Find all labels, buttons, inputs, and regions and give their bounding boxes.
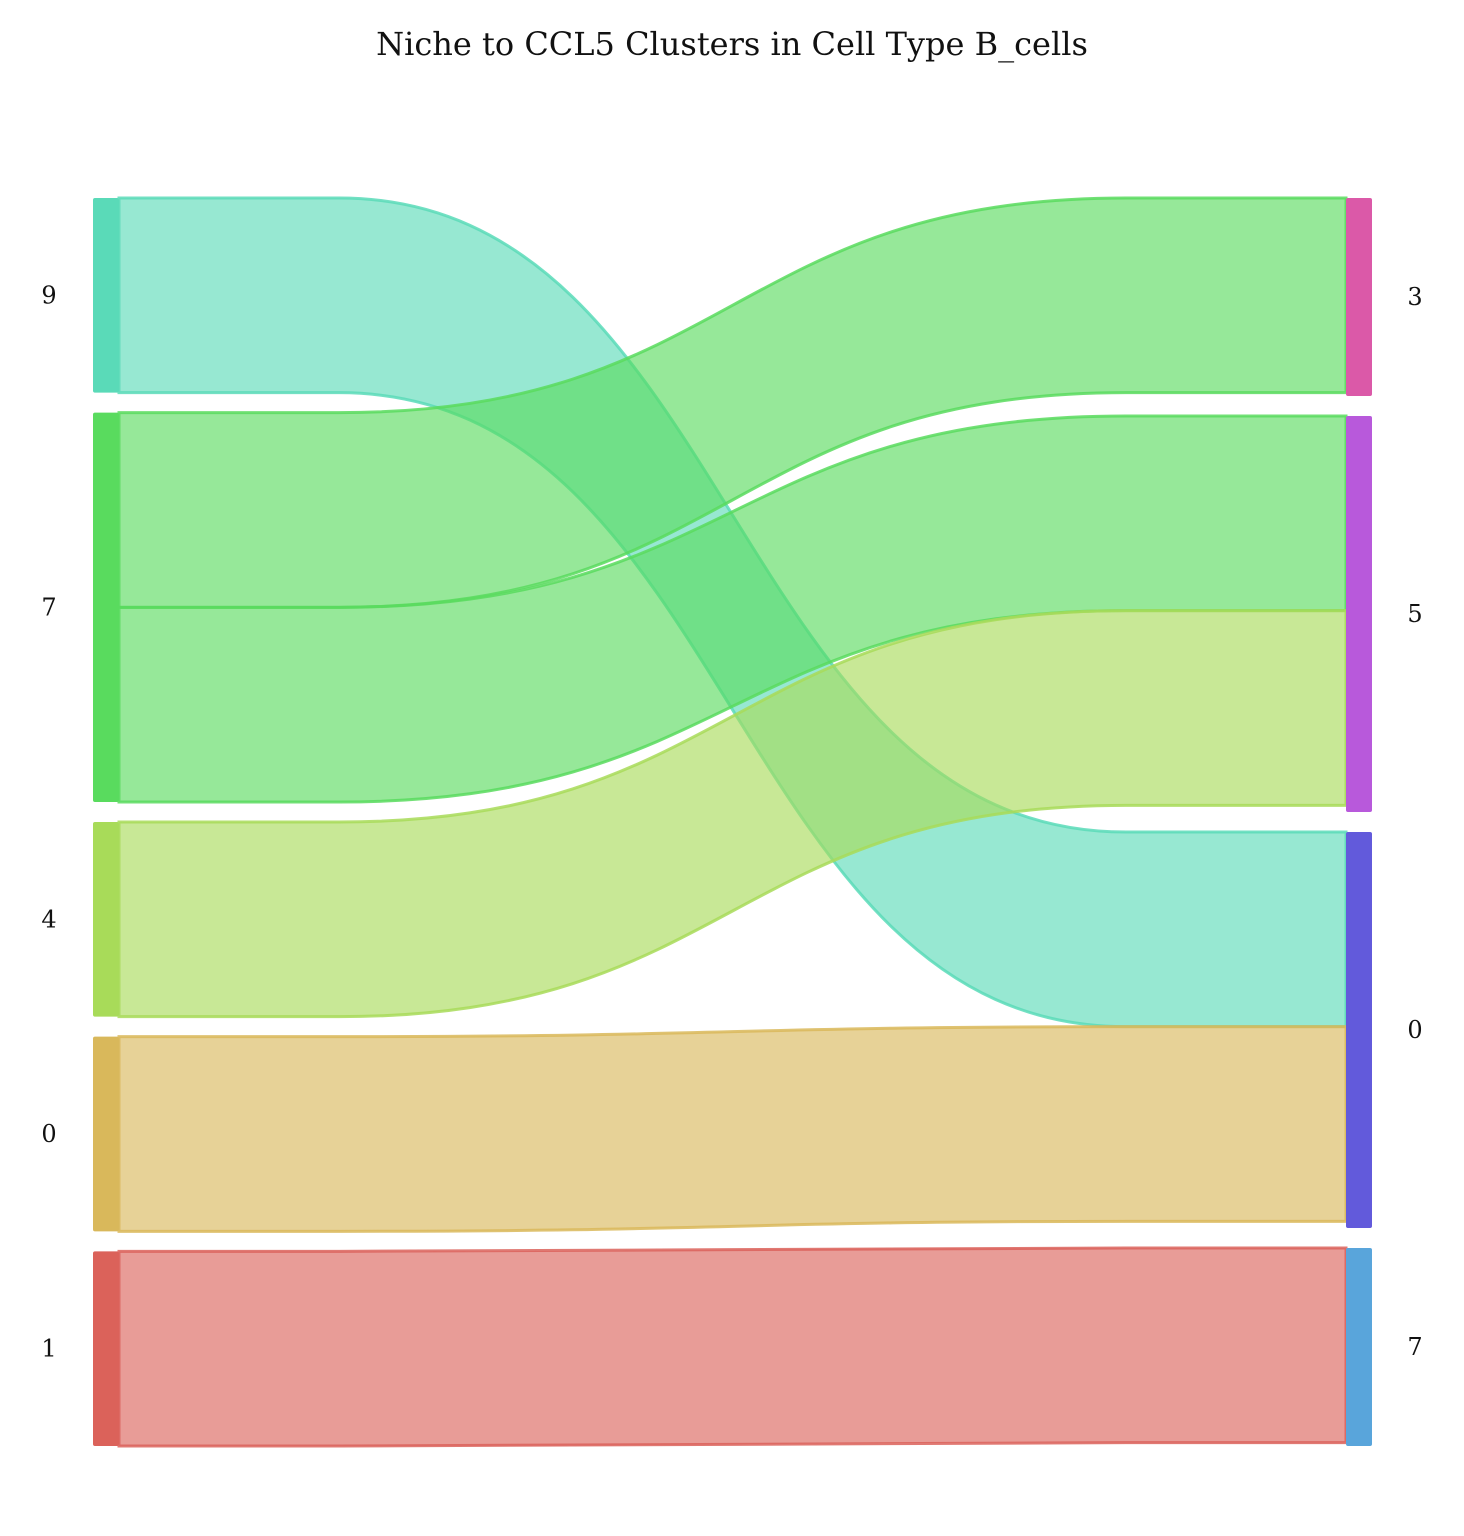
- right-node-label-7: 7: [1407, 1333, 1422, 1361]
- chart-title: Niche to CCL5 Clusters in Cell Type B_ce…: [376, 25, 1088, 63]
- links-layer: [117, 196, 1348, 1448]
- nodes-layer: [93, 198, 1372, 1446]
- link-L1-R7: [117, 1246, 1348, 1448]
- left-node-7: [93, 412, 119, 802]
- left-node-0: [93, 1036, 119, 1232]
- link-L0-R0: [117, 1025, 1348, 1233]
- right-node-label-5: 5: [1407, 600, 1422, 628]
- right-node-3: [1346, 198, 1372, 396]
- left-node-label-9: 9: [41, 281, 56, 309]
- right-node-label-0: 0: [1407, 1016, 1422, 1044]
- right-node-0: [1346, 832, 1372, 1228]
- left-node-label-7: 7: [41, 593, 56, 621]
- left-node-9: [93, 198, 119, 393]
- right-node-label-3: 3: [1407, 283, 1422, 311]
- left-node-1: [93, 1251, 119, 1446]
- right-node-7: [1346, 1248, 1372, 1446]
- left-node-4: [93, 822, 119, 1017]
- right-node-5: [1346, 416, 1372, 812]
- left-node-label-1: 1: [41, 1335, 56, 1363]
- labels-layer: 9 7 4 0 1 3 5 0 7: [41, 281, 1422, 1362]
- left-node-label-0: 0: [41, 1120, 56, 1148]
- left-node-label-4: 4: [41, 905, 56, 933]
